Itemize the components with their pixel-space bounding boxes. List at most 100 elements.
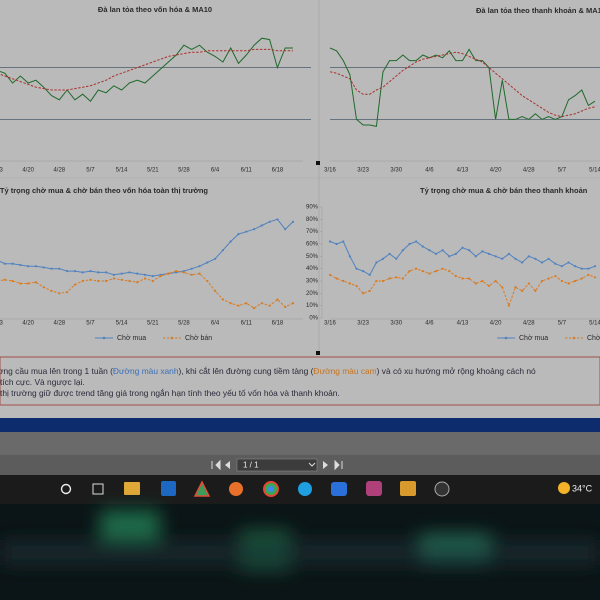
- point-marker: [507, 304, 510, 307]
- search-button[interactable]: [60, 483, 72, 495]
- point-marker: [362, 292, 365, 295]
- page-dropdown[interactable]: [308, 462, 316, 467]
- point-marker: [260, 224, 263, 227]
- point-marker: [342, 279, 345, 283]
- prev-page-button[interactable]: [225, 461, 230, 469]
- point-marker: [368, 289, 371, 292]
- y-tick-label: 10%: [306, 303, 319, 309]
- x-tick-label: 5/14: [116, 321, 128, 327]
- x-tick-label: 3/30: [390, 168, 402, 174]
- viewer-area: [0, 432, 600, 455]
- note-text: tích cực. Và ngược lại.: [0, 377, 85, 387]
- point-marker: [355, 284, 358, 288]
- page-indicator: 1 / 1: [243, 461, 259, 470]
- point-marker: [434, 252, 438, 255]
- point-marker: [159, 274, 162, 278]
- point-marker: [198, 265, 201, 268]
- zalo-icon[interactable]: [331, 482, 347, 496]
- y-tick-label: 90%: [306, 205, 319, 211]
- x-tick-label: 5/14: [116, 168, 128, 174]
- point-marker: [11, 262, 14, 265]
- point-marker: [507, 252, 510, 255]
- point-marker: [284, 305, 287, 308]
- first-page-button[interactable]: [211, 459, 221, 471]
- point-marker: [245, 230, 248, 233]
- point-marker: [395, 276, 398, 279]
- task-view-button[interactable]: [92, 483, 104, 495]
- point-marker: [434, 270, 438, 273]
- chart-title: Tỷ trọng chờ mua & chờ bán theo thanh kh…: [420, 186, 588, 195]
- app-icon[interactable]: [193, 480, 211, 497]
- point-marker: [408, 270, 411, 273]
- y-tick-label: 40%: [306, 266, 319, 272]
- next-page-button[interactable]: [323, 461, 328, 469]
- note-text: Đường màu cam: [313, 366, 376, 376]
- point-marker: [34, 281, 38, 284]
- point-marker: [415, 267, 418, 270]
- x-tick-label: 5/7: [86, 168, 95, 174]
- y-tick-label: 0%: [309, 316, 318, 322]
- x-tick-label: 5/7: [558, 321, 567, 327]
- point-marker: [381, 257, 385, 260]
- app-icon[interactable]: [400, 481, 416, 496]
- x-tick-label: 4/20: [22, 321, 34, 327]
- legend-label: Chờ mua: [519, 335, 548, 342]
- point-marker: [540, 279, 544, 283]
- point-marker: [593, 265, 597, 268]
- resize-handle: [316, 351, 320, 355]
- point-marker: [415, 240, 418, 243]
- point-marker: [521, 289, 524, 292]
- point-marker: [348, 282, 351, 285]
- point-marker: [182, 271, 186, 274]
- point-marker: [175, 270, 178, 273]
- point-marker: [66, 291, 69, 294]
- x-tick-label: 6/11: [241, 321, 253, 327]
- x-tick-label: 3/16: [324, 321, 336, 327]
- point-marker: [355, 267, 358, 270]
- x-tick-label: 5/28: [178, 321, 190, 327]
- app-icon[interactable]: [434, 481, 450, 497]
- y-tick-label: 30%: [306, 279, 319, 285]
- page-box[interactable]: [236, 458, 318, 472]
- point-marker: [454, 252, 457, 255]
- point-marker: [487, 252, 491, 255]
- point-marker: [50, 267, 53, 270]
- x-tick-label: 6/11: [241, 168, 253, 174]
- point-marker: [260, 302, 263, 305]
- document-page: [0, 0, 600, 455]
- outlook-icon[interactable]: [161, 481, 176, 496]
- point-marker: [448, 255, 451, 258]
- x-tick-label: 4/28: [523, 321, 535, 327]
- point-marker: [547, 257, 550, 260]
- point-marker: [501, 286, 504, 289]
- legend-label: Chờ bán: [185, 335, 212, 342]
- point-marker: [481, 250, 484, 253]
- skype-icon[interactable]: [298, 482, 312, 496]
- point-marker: [494, 255, 497, 258]
- point-marker: [560, 265, 563, 268]
- x-tick-label: 6/4: [211, 321, 220, 327]
- blue-band: [0, 418, 600, 432]
- explorer-icon[interactable]: [124, 482, 140, 495]
- point-marker: [276, 298, 279, 301]
- x-tick-label: 5/28: [178, 168, 190, 174]
- point-marker: [120, 278, 123, 281]
- point-marker: [395, 257, 398, 260]
- point-marker: [448, 270, 451, 273]
- firefox-icon[interactable]: [229, 482, 243, 496]
- last-page-button[interactable]: [334, 459, 343, 471]
- point-marker: [554, 274, 557, 278]
- app-icon[interactable]: [366, 481, 382, 496]
- point-marker: [27, 282, 30, 285]
- point-marker: [487, 284, 491, 288]
- point-marker: [534, 257, 537, 260]
- x-tick-label: 4/28: [523, 168, 535, 174]
- x-tick-label: 3/23: [357, 168, 369, 174]
- point-marker: [128, 271, 131, 274]
- point-marker: [481, 279, 484, 283]
- x-tick-label: 4/20: [22, 168, 34, 174]
- point-marker: [567, 261, 570, 264]
- weather-icon[interactable]: [558, 482, 570, 494]
- point-marker: [89, 270, 92, 273]
